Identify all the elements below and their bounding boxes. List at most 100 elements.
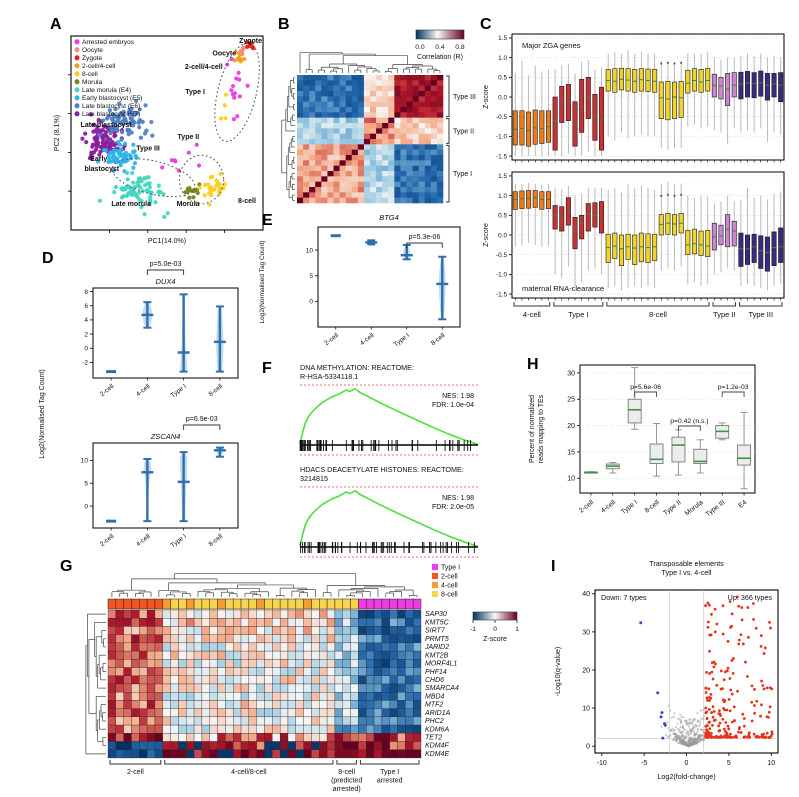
c-asterisk: *: [660, 62, 663, 69]
c-ytick: 0.5: [498, 213, 507, 220]
c-panel-title: Major ZGA genes: [522, 41, 581, 50]
b-group-label: Type I: [453, 171, 472, 178]
f-nes-value: NES: 1.98: [442, 495, 474, 502]
c-y-axis-label: Z-score: [483, 223, 490, 247]
g-gene-label: SAP30: [425, 611, 447, 618]
i-ytick: 10: [582, 705, 590, 712]
h-ytick: 20: [567, 423, 575, 430]
a-y-axis-label: PC2 (8.1%): [54, 115, 61, 151]
violin-ytick: 10: [81, 458, 89, 465]
i-down-count-label: Down: 7 types: [601, 593, 647, 602]
f-enrichment-curve: [299, 489, 479, 548]
a-annotation: Type III: [136, 145, 160, 152]
violin-ytick: 6: [84, 303, 88, 310]
a-legend-label: Late blastocyst (E6): [82, 103, 140, 110]
i-nonsig-points: [660, 704, 709, 748]
panel-e-violin-btg4: Log2(Normalised Tag Count) 0 5 10 2-cell 4-ce…: [259, 213, 461, 349]
f-enrichment-curve: [299, 387, 479, 446]
panel-label-c: C: [480, 16, 492, 33]
violin-gene-title: ZSCAN4: [150, 432, 181, 441]
f-gsea-title-line1: DNA METHYLATION: REACTOME:: [300, 363, 414, 372]
h-xtick-label: E4: [737, 499, 748, 510]
i-downregulated-points: [639, 621, 667, 740]
d-y-axis-label: Log2(Normalised Tag Count): [39, 369, 46, 458]
b-group-label: Type II: [453, 129, 474, 136]
violin-ytick: 5: [309, 273, 313, 280]
a-cluster-ellipse-type-i: [214, 42, 260, 142]
f-gsea-title-line1: HDACS DEACETYLATE HISTONES: REACTOME:: [300, 465, 464, 474]
c-ytick: 0.0: [498, 94, 507, 101]
panel-a-pca-scatter: PC1(14.0%)PC2 (8.1%)ZygoteOocyte2-cell/4…: [54, 35, 264, 245]
panel-label-d: D: [42, 250, 54, 267]
violin-xtick-label: 2-cell: [323, 332, 340, 347]
a-legend-swatch: [74, 111, 80, 117]
g-colorbar-label: Z-score: [483, 636, 507, 643]
c-asterisk: *: [680, 61, 683, 68]
violin-ytick: 5: [84, 481, 88, 488]
g-col-group-label: 4-cell/8-cell: [231, 769, 267, 776]
c-asterisk: *: [673, 195, 676, 202]
g-gene-label: KDM6A: [425, 726, 449, 733]
violin-ytick: 0: [309, 299, 313, 306]
violin-ytick: 2: [84, 331, 88, 338]
panel-f-gsea-plots: DNA METHYLATION: REACTOME:R-HSA-5334118.…: [299, 363, 479, 558]
b-heatmap-cells: [297, 75, 444, 204]
a-annotation: Late blastocyst: [81, 122, 133, 129]
violin-gene-title: DUX4: [155, 277, 175, 286]
a-legend-swatch: [74, 79, 80, 85]
c-asterisk: *: [667, 193, 670, 200]
a-annotation: 2-cell/4-cell: [185, 64, 223, 71]
a-x-axis-label: PC1(14.0%): [148, 238, 186, 245]
g-gene-label: JARID2: [424, 644, 449, 651]
violin-xtick-label: 8-cell: [208, 383, 225, 398]
a-legend-swatch: [74, 39, 80, 45]
a-annotation: Type II: [178, 134, 200, 141]
g-gene-label: PHF14: [425, 669, 447, 676]
panel-label-f: F: [262, 360, 272, 377]
c-ytick: -1.5: [496, 153, 507, 160]
g-gene-label: PRMT5: [425, 636, 449, 643]
g-col-group-label: (predicted: [331, 778, 362, 785]
c-group-label: 4-cell: [523, 310, 541, 319]
f-nes-value: NES: 1.98: [442, 393, 474, 400]
c-panel-title: maternal RNA-clearance: [522, 284, 604, 293]
a-annotation: Zygote: [239, 38, 262, 45]
g-colorbar-tick: 0: [493, 626, 497, 633]
f-gsea-title-line2: R-HSA-5334118.1: [300, 372, 358, 381]
a-legend-swatch: [74, 71, 80, 77]
violin-ytick: 0: [84, 346, 88, 353]
b-colorbar-tick: 0.8: [455, 44, 465, 51]
i-x-axis-label: Log2(fold-change): [657, 772, 715, 781]
panel-d-violin-dux4-zscan4: Log2(Normalised Tag Count) -2 0 2 4 6 8 2-cell 4…: [39, 261, 239, 549]
g-col-group-label: Type I: [380, 769, 399, 776]
g-gene-label: KDM4E: [425, 751, 449, 758]
c-ytick: -0.5: [496, 114, 507, 121]
f-fdr-value: FDR: 1.0e-04: [432, 402, 474, 409]
violin-xtick-label: 2-cell: [99, 533, 116, 548]
h-y-axis-label-2: reads mapping to TEs: [538, 394, 545, 463]
c-ytick: -0.5: [496, 252, 507, 259]
i-ytick: 0: [586, 744, 590, 751]
g-gene-label: CHD6: [425, 677, 444, 684]
h-ytick: 25: [567, 397, 575, 404]
g-colorbar-tick: 1: [515, 626, 519, 633]
panel-label-a: A: [50, 16, 62, 33]
a-annotation: Early: [90, 156, 107, 163]
g-gene-label: MORF4L1: [425, 661, 457, 668]
h-ytick: 30: [567, 370, 575, 377]
c-ytick: 0.5: [498, 75, 507, 82]
violin-gene-title: BTG4: [379, 213, 399, 222]
a-legend-swatch: [74, 55, 80, 61]
h-pvalue: p=5.6e-06: [630, 384, 661, 391]
violin-ytick: 0: [84, 503, 88, 510]
c-ytick: 1.5: [498, 173, 507, 180]
c-asterisk: *: [673, 62, 676, 69]
h-y-axis-label-1: Percent of normalized: [529, 395, 536, 463]
violin-xtick-label: Type I: [393, 332, 411, 349]
a-legend-label: Early blastocyst (E5): [82, 95, 142, 102]
h-ytick: 10: [567, 476, 575, 483]
violin-xtick-label: 4-cell: [135, 533, 152, 548]
a-legend-label: Arrested embryos: [82, 39, 135, 46]
c-ytick: 1.0: [498, 55, 507, 62]
